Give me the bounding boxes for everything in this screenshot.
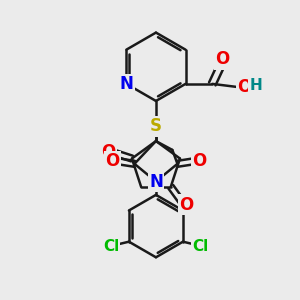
Text: H: H	[249, 78, 262, 93]
Text: O: O	[105, 152, 119, 170]
Text: O: O	[216, 50, 230, 68]
Text: O: O	[179, 196, 194, 214]
Text: O: O	[193, 152, 207, 170]
Text: N: N	[119, 75, 133, 93]
Text: Cl: Cl	[103, 239, 119, 254]
Text: S: S	[150, 117, 162, 135]
Text: Cl: Cl	[193, 239, 209, 254]
Text: N: N	[149, 172, 163, 190]
Text: O: O	[238, 78, 252, 96]
Text: O: O	[101, 143, 116, 161]
